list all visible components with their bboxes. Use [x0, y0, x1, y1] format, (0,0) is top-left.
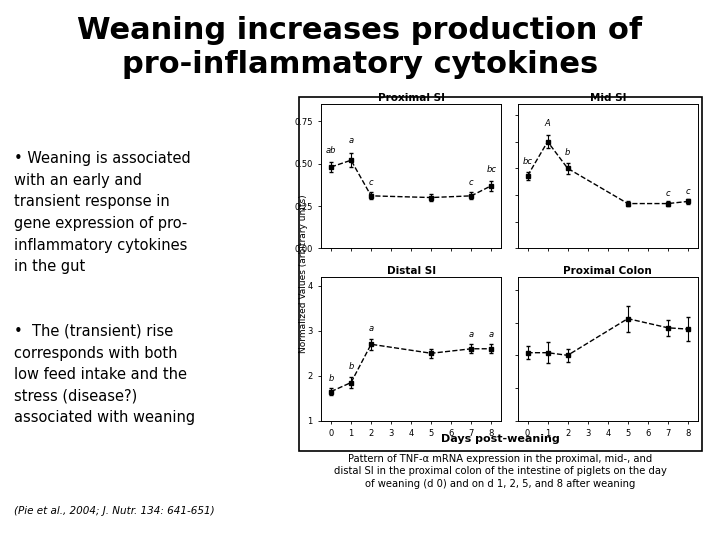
Text: c: c	[665, 189, 670, 198]
Text: c: c	[469, 178, 474, 187]
Text: bc: bc	[487, 165, 496, 174]
Text: a: a	[348, 136, 354, 145]
Text: c: c	[369, 178, 374, 187]
Text: a: a	[489, 330, 494, 339]
Text: •  The (transient) rise
corresponds with both
low feed intake and the
stress (di: • The (transient) rise corresponds with …	[14, 324, 196, 426]
Title: Proximal SI: Proximal SI	[378, 93, 445, 104]
Text: c: c	[685, 187, 690, 196]
Text: A: A	[545, 119, 551, 128]
Text: Pattern of TNF-α mRNA expression in the proximal, mid-, and
distal SI in the pro: Pattern of TNF-α mRNA expression in the …	[334, 454, 667, 489]
Text: b: b	[328, 374, 333, 383]
Text: (Pie et al., 2004; J. Nutr. 134: 641-651): (Pie et al., 2004; J. Nutr. 134: 641-651…	[14, 505, 215, 516]
Text: • Weaning is associated
with an early and
transient response in
gene expression : • Weaning is associated with an early an…	[14, 151, 191, 274]
Text: Days post-weaning: Days post-weaning	[441, 435, 559, 444]
Text: b: b	[565, 147, 570, 157]
Text: Normalized Values (arbitrary units): Normalized Values (arbitrary units)	[299, 195, 308, 353]
Text: Weaning increases production of
pro-inflammatory cytokines: Weaning increases production of pro-infl…	[78, 16, 642, 79]
Text: a: a	[369, 323, 374, 333]
Text: ab: ab	[325, 146, 336, 155]
Title: Proximal Colon: Proximal Colon	[563, 266, 652, 276]
Title: Distal SI: Distal SI	[387, 266, 436, 276]
Text: b: b	[348, 362, 354, 371]
Title: Mid SI: Mid SI	[590, 93, 626, 104]
Text: bc: bc	[523, 157, 533, 166]
Text: a: a	[469, 330, 474, 339]
